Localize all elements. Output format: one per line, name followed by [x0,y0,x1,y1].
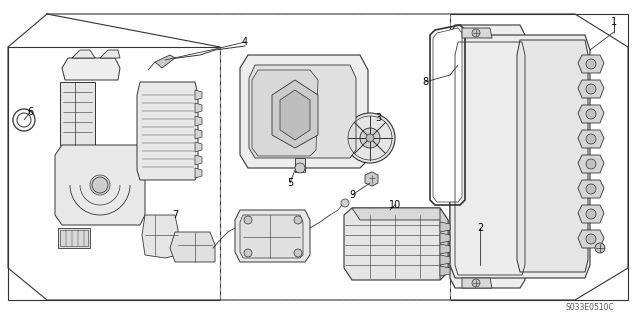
Polygon shape [462,278,492,288]
Polygon shape [440,244,450,254]
Polygon shape [578,155,604,173]
Text: 9: 9 [349,190,355,200]
Circle shape [586,84,596,94]
Text: 8: 8 [422,77,428,87]
Circle shape [586,134,596,144]
Text: 2: 2 [477,223,483,233]
Polygon shape [55,145,145,225]
Polygon shape [578,180,604,198]
Circle shape [17,113,31,127]
Polygon shape [249,65,356,158]
Circle shape [360,128,380,148]
Polygon shape [295,158,305,172]
Circle shape [366,134,374,142]
Polygon shape [433,28,462,202]
Circle shape [472,29,480,37]
Polygon shape [195,90,202,100]
Polygon shape [578,205,604,223]
Circle shape [586,109,596,119]
Circle shape [586,159,596,169]
Text: 4: 4 [242,37,248,47]
Polygon shape [440,208,448,280]
Circle shape [586,234,596,244]
Polygon shape [170,232,215,262]
Polygon shape [100,50,120,58]
Polygon shape [440,266,450,276]
Polygon shape [450,25,525,288]
Polygon shape [195,142,202,152]
Circle shape [244,249,252,257]
Polygon shape [235,210,310,262]
Circle shape [294,249,302,257]
Polygon shape [195,103,202,113]
Polygon shape [578,80,604,98]
Text: 6: 6 [27,107,33,117]
Polygon shape [578,230,604,248]
Circle shape [586,59,596,69]
Circle shape [345,113,395,163]
Circle shape [595,243,605,253]
Circle shape [472,279,480,287]
Text: 10: 10 [389,200,401,210]
Polygon shape [60,82,95,145]
Circle shape [92,177,108,193]
Polygon shape [440,222,450,232]
Circle shape [244,216,252,224]
Polygon shape [578,105,604,123]
Circle shape [295,163,305,173]
Polygon shape [142,215,178,258]
Text: S033E0510C: S033E0510C [566,303,614,313]
Polygon shape [60,230,88,246]
Polygon shape [240,215,303,258]
Polygon shape [240,55,368,168]
Polygon shape [517,40,588,272]
Circle shape [341,199,349,207]
Text: 7: 7 [172,210,178,220]
Circle shape [13,109,35,131]
Circle shape [586,184,596,194]
Polygon shape [58,228,90,248]
Polygon shape [578,130,604,148]
Text: 5: 5 [287,178,293,188]
Polygon shape [252,70,318,156]
Polygon shape [450,35,590,278]
Text: 3: 3 [375,113,381,123]
Polygon shape [195,168,202,178]
Polygon shape [344,208,448,280]
Circle shape [294,216,302,224]
Polygon shape [72,50,95,58]
Polygon shape [440,233,450,243]
Polygon shape [280,90,310,140]
Polygon shape [352,208,448,220]
Circle shape [586,209,596,219]
Polygon shape [365,172,378,186]
Polygon shape [462,28,492,38]
Polygon shape [62,58,120,80]
Polygon shape [195,129,202,139]
Polygon shape [440,255,450,265]
Polygon shape [155,55,175,68]
Polygon shape [578,55,604,73]
Text: 1: 1 [611,17,617,27]
Polygon shape [137,82,198,180]
Polygon shape [195,155,202,165]
Polygon shape [272,80,318,148]
Polygon shape [195,116,202,126]
